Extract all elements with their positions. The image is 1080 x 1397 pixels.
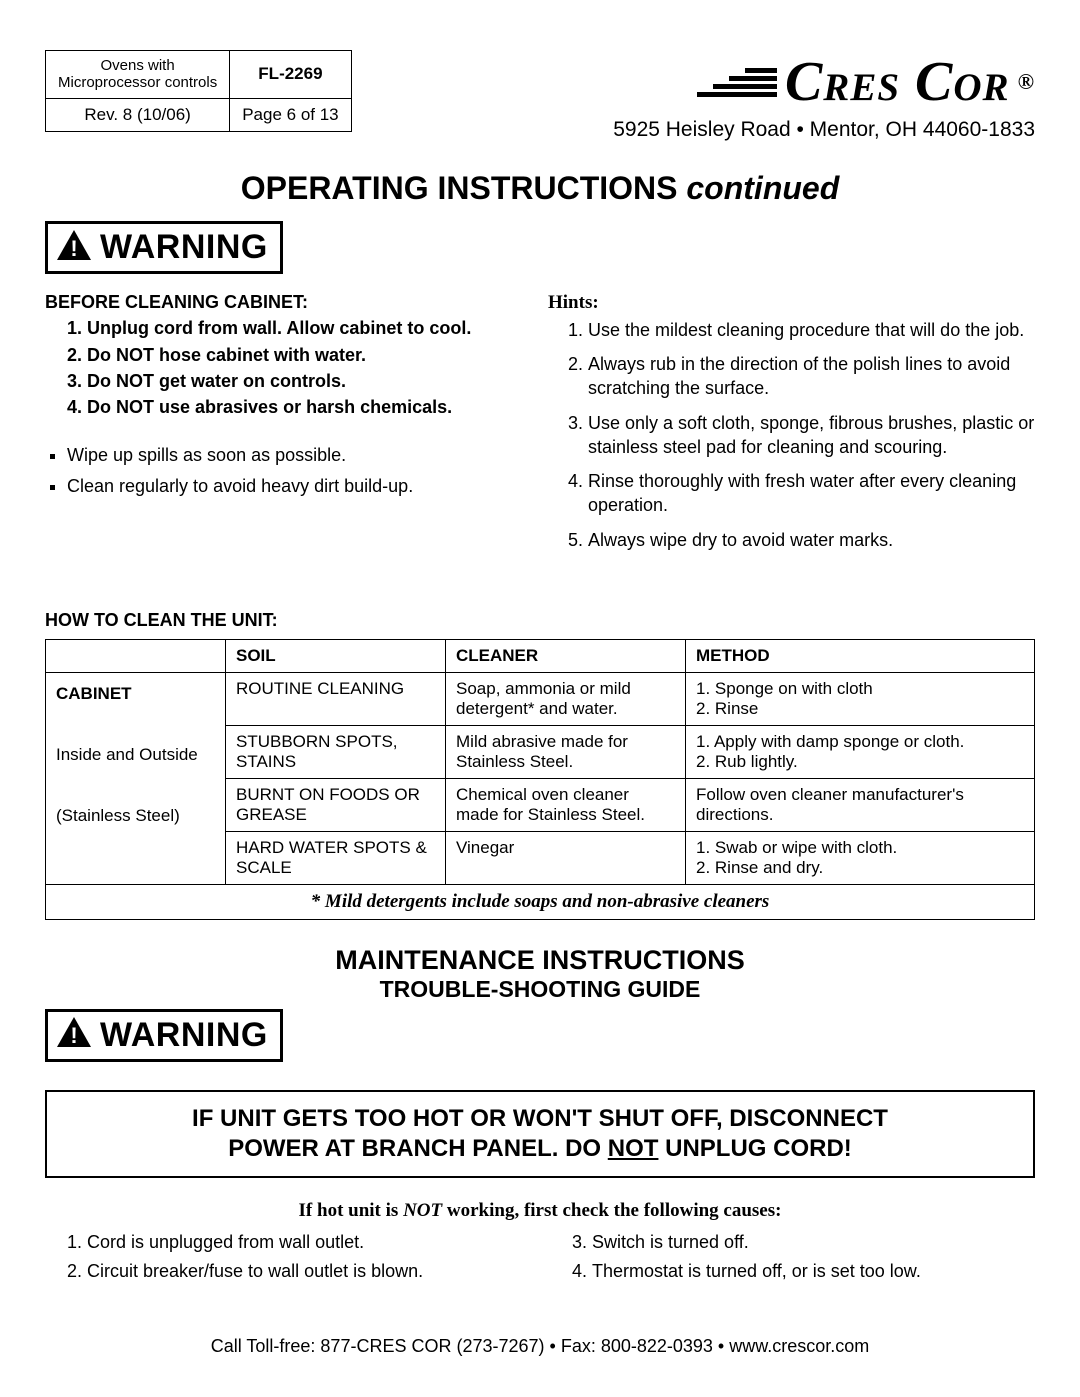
info-cell-page: Page 6 of 13 [230,98,351,131]
list-item: Switch is turned off. [592,1232,1035,1253]
page-title: OPERATING INSTRUCTIONS continued [45,170,1035,207]
col-header: CLEANER [446,640,686,673]
list-item: Wipe up spills as soon as possible. [67,443,532,467]
cell-method: 1. Sponge on with cloth 2. Rinse [686,673,1035,726]
list-item: Circuit breaker/fuse to wall outlet is b… [87,1261,530,1282]
cell-soil: HARD WATER SPOTS & SCALE [226,832,446,885]
page-footer: Call Toll-free: 877-CRES COR (273-7267) … [0,1336,1080,1357]
cell-cleaner: Mild abrasive made for Stainless Steel. [446,726,686,779]
table-footnote-row: * Mild detergents include soaps and non-… [46,885,1035,920]
cell-method: 1. Apply with damp sponge or cloth. 2. R… [686,726,1035,779]
hints-heading: Hints: [548,290,1035,316]
before-cleaning-heading: BEFORE CLEANING CABINET: [45,290,532,314]
list-item: Always rub in the direction of the polis… [588,352,1035,401]
list-item: Thermostat is turned off, or is set too … [592,1261,1035,1282]
doc-info-table: Ovens with Microprocessor controls FL-22… [45,50,352,132]
list-item: Cord is unplugged from wall outlet. [87,1232,530,1253]
warning-text: WARNING [100,228,268,267]
list-item: Do NOT get water on controls. [87,369,532,393]
company-address: 5925 Heisley Road • Mentor, OH 44060-183… [613,118,1035,142]
brand-logo: Cres Cor® [697,50,1035,114]
col-header [46,640,226,673]
warning-icon: ! [56,229,92,267]
causes-list-left: Cord is unplugged from wall outlet. Circ… [45,1232,530,1290]
logo-block: Cres Cor® 5925 Heisley Road • Mentor, OH… [613,50,1035,142]
cell-soil: BURNT ON FOODS OR GREASE [226,779,446,832]
list-item: Do NOT use abrasives or harsh chemicals. [87,395,532,419]
table-header-row: SOIL CLEANER METHOD [46,640,1035,673]
cell-method: 1. Swab or wipe with cloth. 2. Rinse and… [686,832,1035,885]
warning-icon: ! [56,1016,92,1054]
maintenance-subtitle: TROUBLE-SHOOTING GUIDE [45,976,1035,1003]
cell-soil: STUBBORN SPOTS, STAINS [226,726,446,779]
svg-text:!: ! [70,1023,77,1048]
table-row: CABINET Inside and Outside (Stainless St… [46,673,1035,726]
check-causes-heading: If hot unit is NOT working, first check … [45,1200,1035,1222]
info-cell-docnum: FL-2269 [230,51,351,99]
list-item: Clean regularly to avoid heavy dirt buil… [67,474,532,498]
info-cell-product: Ovens with Microprocessor controls [46,51,230,99]
list-item: Always wipe dry to avoid water marks. [588,528,1035,552]
tips-list: Wipe up spills as soon as possible. Clea… [45,443,532,498]
how-to-clean-heading: HOW TO CLEAN THE UNIT: [45,610,1035,631]
before-cleaning-list: Unplug cord from wall. Allow cabinet to … [45,316,532,419]
right-column: Hints: Use the mildest cleaning procedur… [548,290,1035,562]
logo-lines-icon [697,65,777,100]
list-item: Do NOT hose cabinet with water. [87,343,532,367]
cleaning-table: SOIL CLEANER METHOD CABINET Inside and O… [45,639,1035,920]
info-cell-rev: Rev. 8 (10/06) [46,98,230,131]
cell-cleaner: Chemical oven cleaner made for Stainless… [446,779,686,832]
cell-soil: ROUTINE CLEANING [226,673,446,726]
header: Ovens with Microprocessor controls FL-22… [45,50,1035,142]
list-item: Use the mildest cleaning procedure that … [588,318,1035,342]
cell-cleaner: Vinegar [446,832,686,885]
list-item: Use only a soft cloth, sponge, fibrous b… [588,411,1035,460]
cell-cleaner: Soap, ammonia or mild detergent* and wat… [446,673,686,726]
warning-badge: ! WARNING [45,221,283,274]
critical-warning-line1: IF UNIT GETS TOO HOT OR WON'T SHUT OFF, … [67,1104,1013,1134]
hints-list: Use the mildest cleaning procedure that … [548,318,1035,552]
cell-method: Follow oven cleaner manufacturer's direc… [686,779,1035,832]
warning-badge-2: ! WARNING [45,1009,283,1062]
col-header: METHOD [686,640,1035,673]
warning-text: WARNING [100,1016,268,1055]
left-column: BEFORE CLEANING CABINET: Unplug cord fro… [45,290,532,562]
table-footnote: * Mild detergents include soaps and non-… [46,885,1035,920]
causes-columns: Cord is unplugged from wall outlet. Circ… [45,1232,1035,1290]
row-group-label: CABINET Inside and Outside (Stainless St… [46,673,226,885]
critical-warning-box: IF UNIT GETS TOO HOT OR WON'T SHUT OFF, … [45,1090,1035,1178]
svg-text:!: ! [70,236,77,261]
critical-warning-line2: POWER AT BRANCH PANEL. DO NOT UNPLUG COR… [67,1134,1013,1164]
maintenance-title: MAINTENANCE INSTRUCTIONS [45,946,1035,976]
list-item: Unplug cord from wall. Allow cabinet to … [87,316,532,340]
causes-list-right: Switch is turned off. Thermostat is turn… [550,1232,1035,1290]
col-header: SOIL [226,640,446,673]
list-item: Rinse thoroughly with fresh water after … [588,469,1035,518]
